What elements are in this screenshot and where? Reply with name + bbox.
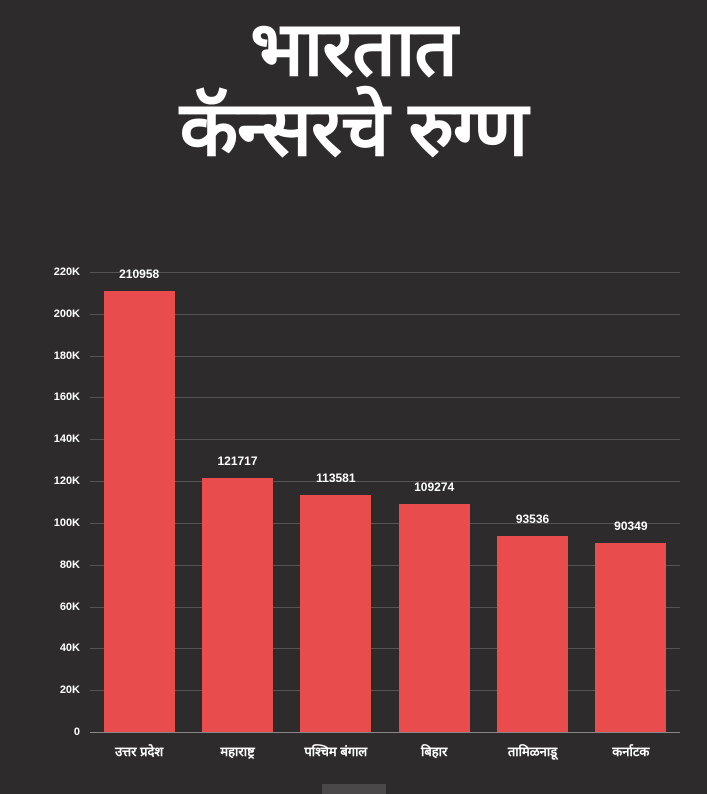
bar: [300, 495, 371, 732]
bar: [497, 536, 568, 732]
y-tick-label: 20K: [60, 684, 80, 696]
bar-value-label: 210958: [119, 267, 159, 281]
baseline: [90, 732, 680, 733]
grid-line: [90, 607, 680, 608]
title-line-1: भारतात: [250, 7, 457, 92]
x-tick-label: पश्चिम बंगाल: [304, 742, 367, 760]
y-tick-label: 100K: [54, 517, 80, 529]
grid-line: [90, 565, 680, 566]
x-tick-label: तामिळनाडू: [508, 742, 557, 760]
bar-value-label: 113581: [316, 471, 355, 485]
y-tick-label: 160K: [54, 391, 80, 403]
bar: [399, 504, 470, 732]
y-tick-label: 0: [74, 726, 80, 738]
y-tick-label: 120K: [54, 475, 80, 487]
y-tick-label: 140K: [54, 433, 80, 445]
bottom-tab: [322, 784, 386, 794]
bar-value-label: 90349: [614, 519, 647, 533]
chart-area: 020K40K60K80K100K120K140K160K180K200K220…: [40, 272, 680, 732]
x-tick-label: कर्नाटक: [612, 742, 649, 760]
y-tick-label: 200K: [54, 308, 80, 320]
plot-area: 210958उत्तर प्रदेश121717महाराष्ट्र113581…: [90, 272, 680, 732]
y-tick-label: 180K: [54, 350, 80, 362]
grid-line: [90, 397, 680, 398]
bar: [104, 291, 175, 732]
bar: [202, 478, 273, 732]
grid-line: [90, 314, 680, 315]
grid-line: [90, 272, 680, 273]
grid-line: [90, 690, 680, 691]
bar-value-label: 93536: [516, 512, 549, 526]
bar: [595, 543, 666, 732]
bar-value-label: 121717: [217, 454, 257, 468]
x-tick-label: बिहार: [421, 742, 447, 760]
chart-title: भारतात कॅन्सरचे रुग्ण: [0, 0, 707, 170]
y-tick-label: 40K: [60, 642, 80, 654]
grid-line: [90, 481, 680, 482]
grid-line: [90, 439, 680, 440]
title-line-2: कॅन्सरचे रुग्ण: [180, 87, 527, 172]
x-tick-label: उत्तर प्रदेश: [115, 742, 163, 760]
bar-value-label: 109274: [414, 480, 454, 494]
grid-line: [90, 523, 680, 524]
y-tick-label: 220K: [54, 266, 80, 278]
x-tick-label: महाराष्ट्र: [220, 742, 254, 760]
y-tick-label: 60K: [60, 601, 80, 613]
grid-line: [90, 356, 680, 357]
y-axis: 020K40K60K80K100K120K140K160K180K200K220…: [40, 272, 90, 732]
y-tick-label: 80K: [60, 559, 80, 571]
grid-line: [90, 648, 680, 649]
